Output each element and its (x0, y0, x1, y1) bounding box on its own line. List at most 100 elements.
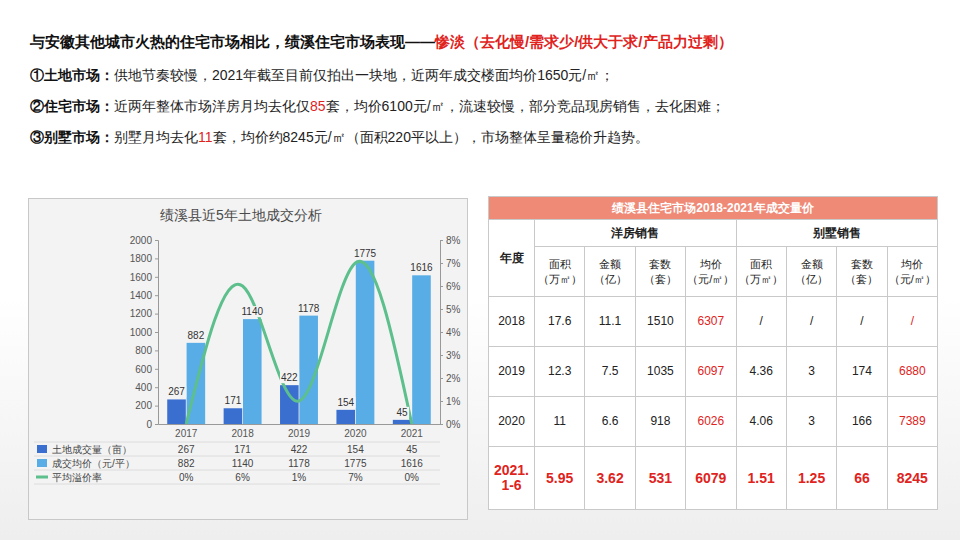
data-label: 1178 (298, 303, 320, 314)
head-part: 均价 (901, 258, 923, 270)
tick-mark (155, 350, 158, 351)
cell-part: 2021. (494, 462, 529, 478)
table-value: 154 (347, 444, 364, 455)
label-bg (336, 397, 355, 408)
tick-mark (155, 295, 158, 296)
cell: 8245 (887, 447, 937, 510)
tick-label: 2019 (288, 428, 311, 439)
y-tick: 0 (146, 419, 158, 430)
line (186, 261, 412, 424)
head-part: （万㎡） (739, 273, 783, 285)
tick-label: 1200 (130, 308, 153, 319)
data-label: 45 (397, 407, 409, 418)
label-bg (187, 330, 206, 341)
y-tick: 1200 (130, 308, 158, 319)
table-value: 7% (348, 472, 363, 483)
cell: 166 (837, 397, 887, 447)
tick-mark (440, 401, 443, 402)
title-line: 与安徽其他城市火热的住宅市场相比，绩溪住宅市场表现——惨淡（去化慢/需求少/供大… (30, 30, 940, 54)
label-bg (241, 306, 265, 317)
cell: 11 (535, 397, 585, 447)
legend-swatch (36, 476, 48, 479)
data-label: 267 (168, 386, 185, 397)
label-bg (409, 262, 434, 273)
tick-label: 2017 (175, 428, 198, 439)
tick-label: 5% (446, 304, 461, 315)
cell: 5.95 (535, 447, 585, 510)
cell: 1035 (635, 347, 685, 397)
tick-mark (440, 332, 443, 333)
data-label: 882 (188, 330, 205, 341)
tick-mark (155, 387, 158, 388)
column-head: 金额（亿） (585, 247, 635, 297)
data-labels: 267171422154458821140117817751616 (167, 248, 434, 418)
point-text: 套，均价约8245元/㎡（面积220平以上），市场整体呈量稳价升趋势。 (213, 129, 649, 145)
point-label: ③别墅市场： (30, 129, 114, 145)
table-value: 6% (235, 472, 250, 483)
page: 与安徽其他城市火热的住宅市场相比，绩溪住宅市场表现——惨淡（去化慢/需求少/供大… (0, 0, 960, 540)
point: ①土地市场：供地节奏较慢，2021年截至目前仅拍出一块地，近两年成交楼面均价16… (30, 60, 940, 91)
tick-label: 1400 (130, 290, 153, 301)
y2-tick: 7% (440, 258, 461, 269)
legend-swatch (37, 459, 47, 467)
y-tick: 2000 (130, 235, 158, 246)
point: ③别墅市场：别墅月均去化11套，均价约8245元/㎡（面积220平以上），市场整… (30, 122, 940, 153)
title: 与安徽其他城市火热的住宅市场相比，绩溪住宅市场表现—— (30, 33, 435, 50)
group-row: 年度洋房销售别墅销售 (489, 220, 938, 247)
point-text: 别墅月均去化 (114, 129, 198, 145)
data-label: 1616 (410, 262, 433, 273)
tick-label: 3% (446, 350, 461, 361)
column-head: 均价（元/㎡） (686, 247, 736, 297)
y-tick: 1400 (130, 290, 158, 301)
points: ①土地市场：供地节奏较慢，2021年截至目前仅拍出一块地，近两年成交楼面均价16… (30, 60, 940, 153)
y-tick: 600 (135, 364, 158, 375)
label-bg (224, 395, 243, 406)
tick-mark (155, 277, 158, 278)
axis-line (441, 241, 444, 425)
y-tick: 800 (135, 345, 158, 356)
tick-label: 1600 (130, 272, 153, 283)
cell: 174 (837, 347, 887, 397)
cell: 12.3 (535, 347, 585, 397)
x-tick: 2021 (401, 424, 424, 439)
data-row: 2020116.691860264.0631667389 (489, 397, 938, 447)
table-value: 0% (405, 472, 420, 483)
tick-label: 7% (446, 258, 461, 269)
cell: 4.36 (736, 347, 786, 397)
bar (393, 420, 412, 424)
cell: 3 (786, 397, 836, 447)
label-bg (353, 248, 378, 259)
table-value: 1178 (288, 458, 310, 469)
y2-tick: 0% (440, 419, 461, 430)
x-tick: 2017 (175, 424, 198, 439)
y2-axis: 0%1%2%3%4%5%6%7%8% (440, 235, 461, 430)
cell: 6880 (887, 347, 937, 397)
row-rule (34, 456, 440, 457)
tick-label: 4% (446, 327, 461, 338)
legend-label: 成交均价（元/平） (52, 458, 135, 469)
row-rule (34, 484, 440, 485)
highlight: 85 (310, 98, 326, 114)
tick-mark (440, 240, 443, 241)
title-row: 绩溪县住宅市场2018-2021年成交量价 (489, 197, 938, 220)
tick-label: 600 (135, 364, 152, 375)
bar (280, 385, 299, 424)
data-row: 2021.1-65.953.6253160791.511.25668245 (489, 447, 938, 510)
x-tick: 2019 (288, 424, 311, 439)
tick-mark (155, 314, 158, 315)
cell-part: 1-6 (501, 477, 521, 493)
head-part: 均价 (700, 258, 722, 270)
tick-label: 0% (446, 419, 461, 430)
legend-table: 土地成交量（亩）26717142215445成交均价（元/平）882114011… (34, 442, 440, 484)
table-value: 1775 (344, 458, 367, 469)
tick-mark (155, 369, 158, 370)
cell: 918 (635, 397, 685, 447)
panel (29, 199, 468, 520)
y-tick: 400 (135, 382, 158, 393)
y-tick: 200 (135, 400, 158, 411)
head-part: （套） (644, 273, 677, 285)
year: 2018 (489, 297, 535, 347)
table-title: 绩溪县住宅市场2018-2021年成交量价 (489, 197, 938, 220)
point-text: 近两年整体市场洋房月均去化仅 (114, 98, 310, 114)
cell: 3.62 (585, 447, 635, 510)
